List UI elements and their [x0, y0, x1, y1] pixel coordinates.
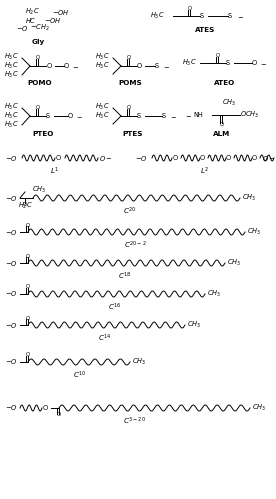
Text: $-O$: $-O$ — [135, 154, 147, 163]
Text: $H_3C$: $H_3C$ — [4, 70, 19, 80]
Text: POMO: POMO — [28, 80, 52, 86]
Text: PTES: PTES — [123, 131, 143, 137]
Text: $H_3C$: $H_3C$ — [4, 120, 19, 130]
Text: O: O — [26, 352, 30, 357]
Text: $H_2C$: $H_2C$ — [25, 7, 40, 17]
Text: PTEO: PTEO — [32, 131, 54, 137]
Text: $-O$: $-O$ — [5, 357, 17, 366]
Text: O: O — [216, 52, 220, 57]
Text: $CH_3$: $CH_3$ — [227, 258, 241, 268]
Text: S: S — [155, 63, 159, 69]
Text: O: O — [36, 54, 40, 59]
Text: $H_3C$: $H_3C$ — [150, 11, 165, 21]
Text: $O-$: $O-$ — [99, 154, 112, 163]
Text: O: O — [252, 60, 257, 66]
Text: POMS: POMS — [118, 80, 142, 86]
Text: S: S — [200, 13, 204, 19]
Text: S: S — [228, 13, 232, 19]
Text: $-$: $-$ — [170, 113, 177, 119]
Text: O: O — [200, 155, 205, 161]
Text: O: O — [26, 284, 30, 289]
Text: $C^{18}$: $C^{18}$ — [118, 270, 132, 281]
Text: $-$: $-$ — [237, 13, 244, 19]
Text: $-O$: $-O$ — [5, 404, 17, 413]
Text: $O-$: $O-$ — [262, 154, 275, 163]
Text: $-OH$: $-OH$ — [44, 15, 62, 24]
Text: $-O$: $-O$ — [5, 194, 17, 203]
Text: O: O — [56, 155, 61, 161]
Text: $-O$: $-O$ — [5, 320, 17, 329]
Text: $CH_3$: $CH_3$ — [207, 289, 221, 299]
Text: $C^{16}$: $C^{16}$ — [108, 301, 122, 313]
Text: O: O — [252, 155, 257, 161]
Text: O: O — [137, 63, 142, 69]
Text: $-$: $-$ — [185, 112, 192, 118]
Text: $-OH$: $-OH$ — [52, 7, 70, 16]
Text: $L^2$: $L^2$ — [200, 165, 209, 177]
Text: $H_3C$: $H_3C$ — [95, 111, 110, 121]
Text: $-O$: $-O$ — [5, 228, 17, 237]
Text: $CH_3$: $CH_3$ — [222, 98, 236, 108]
Text: $H_2C$: $H_2C$ — [18, 201, 33, 211]
Text: O: O — [43, 405, 48, 411]
Text: $CH_3$: $CH_3$ — [242, 193, 256, 203]
Text: O: O — [127, 104, 131, 109]
Text: $CH_3$: $CH_3$ — [252, 403, 266, 413]
Text: $-O$: $-O$ — [5, 289, 17, 298]
Text: $-O$: $-O$ — [5, 258, 17, 267]
Text: $C^{20-2}$: $C^{20-2}$ — [124, 240, 147, 250]
Text: $C^{10}$: $C^{10}$ — [73, 369, 87, 381]
Text: $-$: $-$ — [72, 63, 79, 69]
Text: ATEO: ATEO — [214, 80, 236, 86]
Text: O: O — [127, 54, 131, 59]
Text: ATES: ATES — [195, 27, 215, 33]
Text: O: O — [57, 413, 61, 418]
Text: O: O — [188, 5, 192, 10]
Text: $HC$: $HC$ — [25, 15, 37, 24]
Text: O: O — [26, 253, 30, 258]
Text: $-$: $-$ — [260, 60, 267, 66]
Text: $H_3C$: $H_3C$ — [4, 61, 19, 71]
Text: $H_3C$: $H_3C$ — [4, 102, 19, 112]
Text: S: S — [162, 113, 166, 119]
Text: $H_3C$: $H_3C$ — [95, 52, 110, 62]
Text: O: O — [23, 202, 27, 207]
Text: $C^{20}$: $C^{20}$ — [123, 206, 137, 217]
Text: O: O — [26, 315, 30, 320]
Text: O: O — [64, 63, 69, 69]
Text: $H_3C$: $H_3C$ — [95, 102, 110, 112]
Text: $-$: $-$ — [163, 63, 170, 69]
Text: O: O — [26, 223, 30, 228]
Text: O: O — [173, 155, 178, 161]
Text: NH: NH — [193, 112, 203, 118]
Text: $H_3C$: $H_3C$ — [182, 58, 197, 68]
Text: O: O — [220, 121, 224, 127]
Text: O: O — [68, 113, 73, 119]
Text: $CH_3$: $CH_3$ — [132, 357, 146, 367]
Text: O: O — [226, 155, 231, 161]
Text: $-$: $-$ — [76, 113, 83, 119]
Text: ALM: ALM — [213, 131, 231, 137]
Text: $-CH_2$: $-CH_2$ — [30, 23, 50, 33]
Text: $C^{3-20}$: $C^{3-20}$ — [123, 415, 147, 427]
Text: $-O$: $-O$ — [5, 154, 17, 163]
Text: $CH_3$: $CH_3$ — [187, 320, 201, 330]
Text: $CH_3$: $CH_3$ — [32, 185, 46, 195]
Text: Gly: Gly — [31, 39, 45, 45]
Text: $OCH_3$: $OCH_3$ — [240, 110, 259, 120]
Text: O: O — [47, 63, 52, 69]
Text: S: S — [46, 113, 50, 119]
Text: $H_3C$: $H_3C$ — [4, 52, 19, 62]
Text: S: S — [226, 60, 230, 66]
Text: $H_3C$: $H_3C$ — [4, 111, 19, 121]
Text: $L^1$: $L^1$ — [51, 165, 60, 177]
Text: $C^{14}$: $C^{14}$ — [98, 332, 112, 344]
Text: $-O$: $-O$ — [16, 23, 28, 32]
Text: O: O — [36, 104, 40, 109]
Text: S: S — [137, 113, 141, 119]
Text: $CH_3$: $CH_3$ — [247, 227, 261, 237]
Text: $H_3C$: $H_3C$ — [95, 61, 110, 71]
